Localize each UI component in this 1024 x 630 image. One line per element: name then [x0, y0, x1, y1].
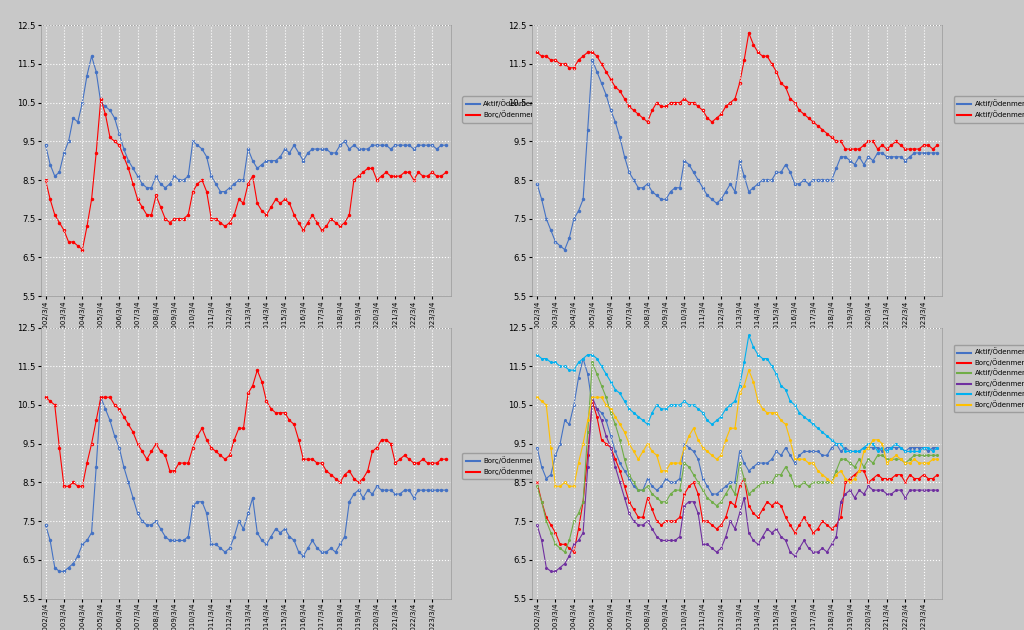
Legend: Aktif/Ödenmemiş(Geneli), Borç/Ödenmemiş(Geneli), Aktif/Ödenmemiş(Özel), Borç/Öde: Aktif/Ödenmemiş(Geneli), Borç/Ödenmemiş(…: [953, 345, 1024, 412]
Legend: Aktif/Ödenmemiş(Geneli), Borç/Ödenmemiş(Geneli): Aktif/Ödenmemiş(Geneli), Borç/Ödenmemiş(…: [462, 96, 574, 123]
Legend: Borç/Ödenmemiş(Özel), Borç/Ödenmemiş(Kamu): Borç/Ödenmemiş(Özel), Borç/Ödenmemiş(Kam…: [462, 453, 571, 479]
Legend: Aktif/Ödenmemiş(Özel), Aktif/Ödenmemiş(Kamu): Aktif/Ödenmemiş(Özel), Aktif/Ödenmemiş(K…: [953, 96, 1024, 123]
